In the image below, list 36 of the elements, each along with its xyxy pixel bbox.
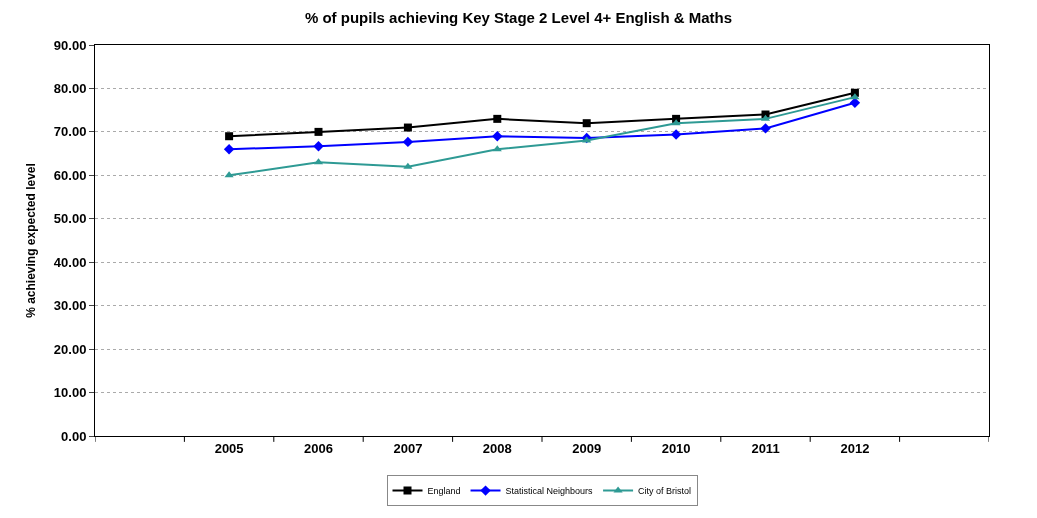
x-tick-label: 2008 <box>482 440 512 456</box>
x-tick-label: 2010 <box>661 440 691 456</box>
point <box>582 136 592 143</box>
legend-label: Statistical Neighbours <box>505 486 594 497</box>
point <box>225 132 234 141</box>
x-tick-label: 2011 <box>751 440 780 456</box>
point <box>670 129 682 140</box>
point <box>493 114 502 123</box>
point <box>492 131 503 142</box>
legend-label: England <box>427 486 461 497</box>
x-tick-label: 2005 <box>214 440 244 456</box>
y-tick-label: 20.00 <box>53 341 87 357</box>
x-tick-label: 2009 <box>572 440 602 456</box>
point <box>223 144 235 155</box>
point <box>760 123 771 134</box>
x-tick-label: 2012 <box>840 440 870 456</box>
x-tick-label: 2006 <box>304 440 333 456</box>
y-tick-label: 40.00 <box>53 254 87 270</box>
x-tick-label: 2007 <box>393 440 423 456</box>
point <box>402 136 414 148</box>
point <box>582 119 591 128</box>
point <box>403 162 413 169</box>
y-tick-label: 90.00 <box>53 37 87 53</box>
y-tick-label: 60.00 <box>53 167 87 183</box>
point <box>314 127 323 136</box>
point <box>403 123 412 132</box>
legend-label: City of Bristol <box>638 486 692 497</box>
y-tick-label: 0.00 <box>61 428 87 444</box>
chart-title: % of pupils achieving Key Stage 2 Level 4+ English & Maths <box>304 9 733 27</box>
y-axis-title: % achieving expected level <box>24 163 39 318</box>
y-tick-label: 10.00 <box>53 385 87 401</box>
y-tick-label: 50.00 <box>53 211 87 227</box>
y-tick-label: 80.00 <box>53 80 87 96</box>
y-tick-label: 70.00 <box>53 124 87 140</box>
point <box>313 141 324 152</box>
y-tick-label: 30.00 <box>53 298 87 314</box>
